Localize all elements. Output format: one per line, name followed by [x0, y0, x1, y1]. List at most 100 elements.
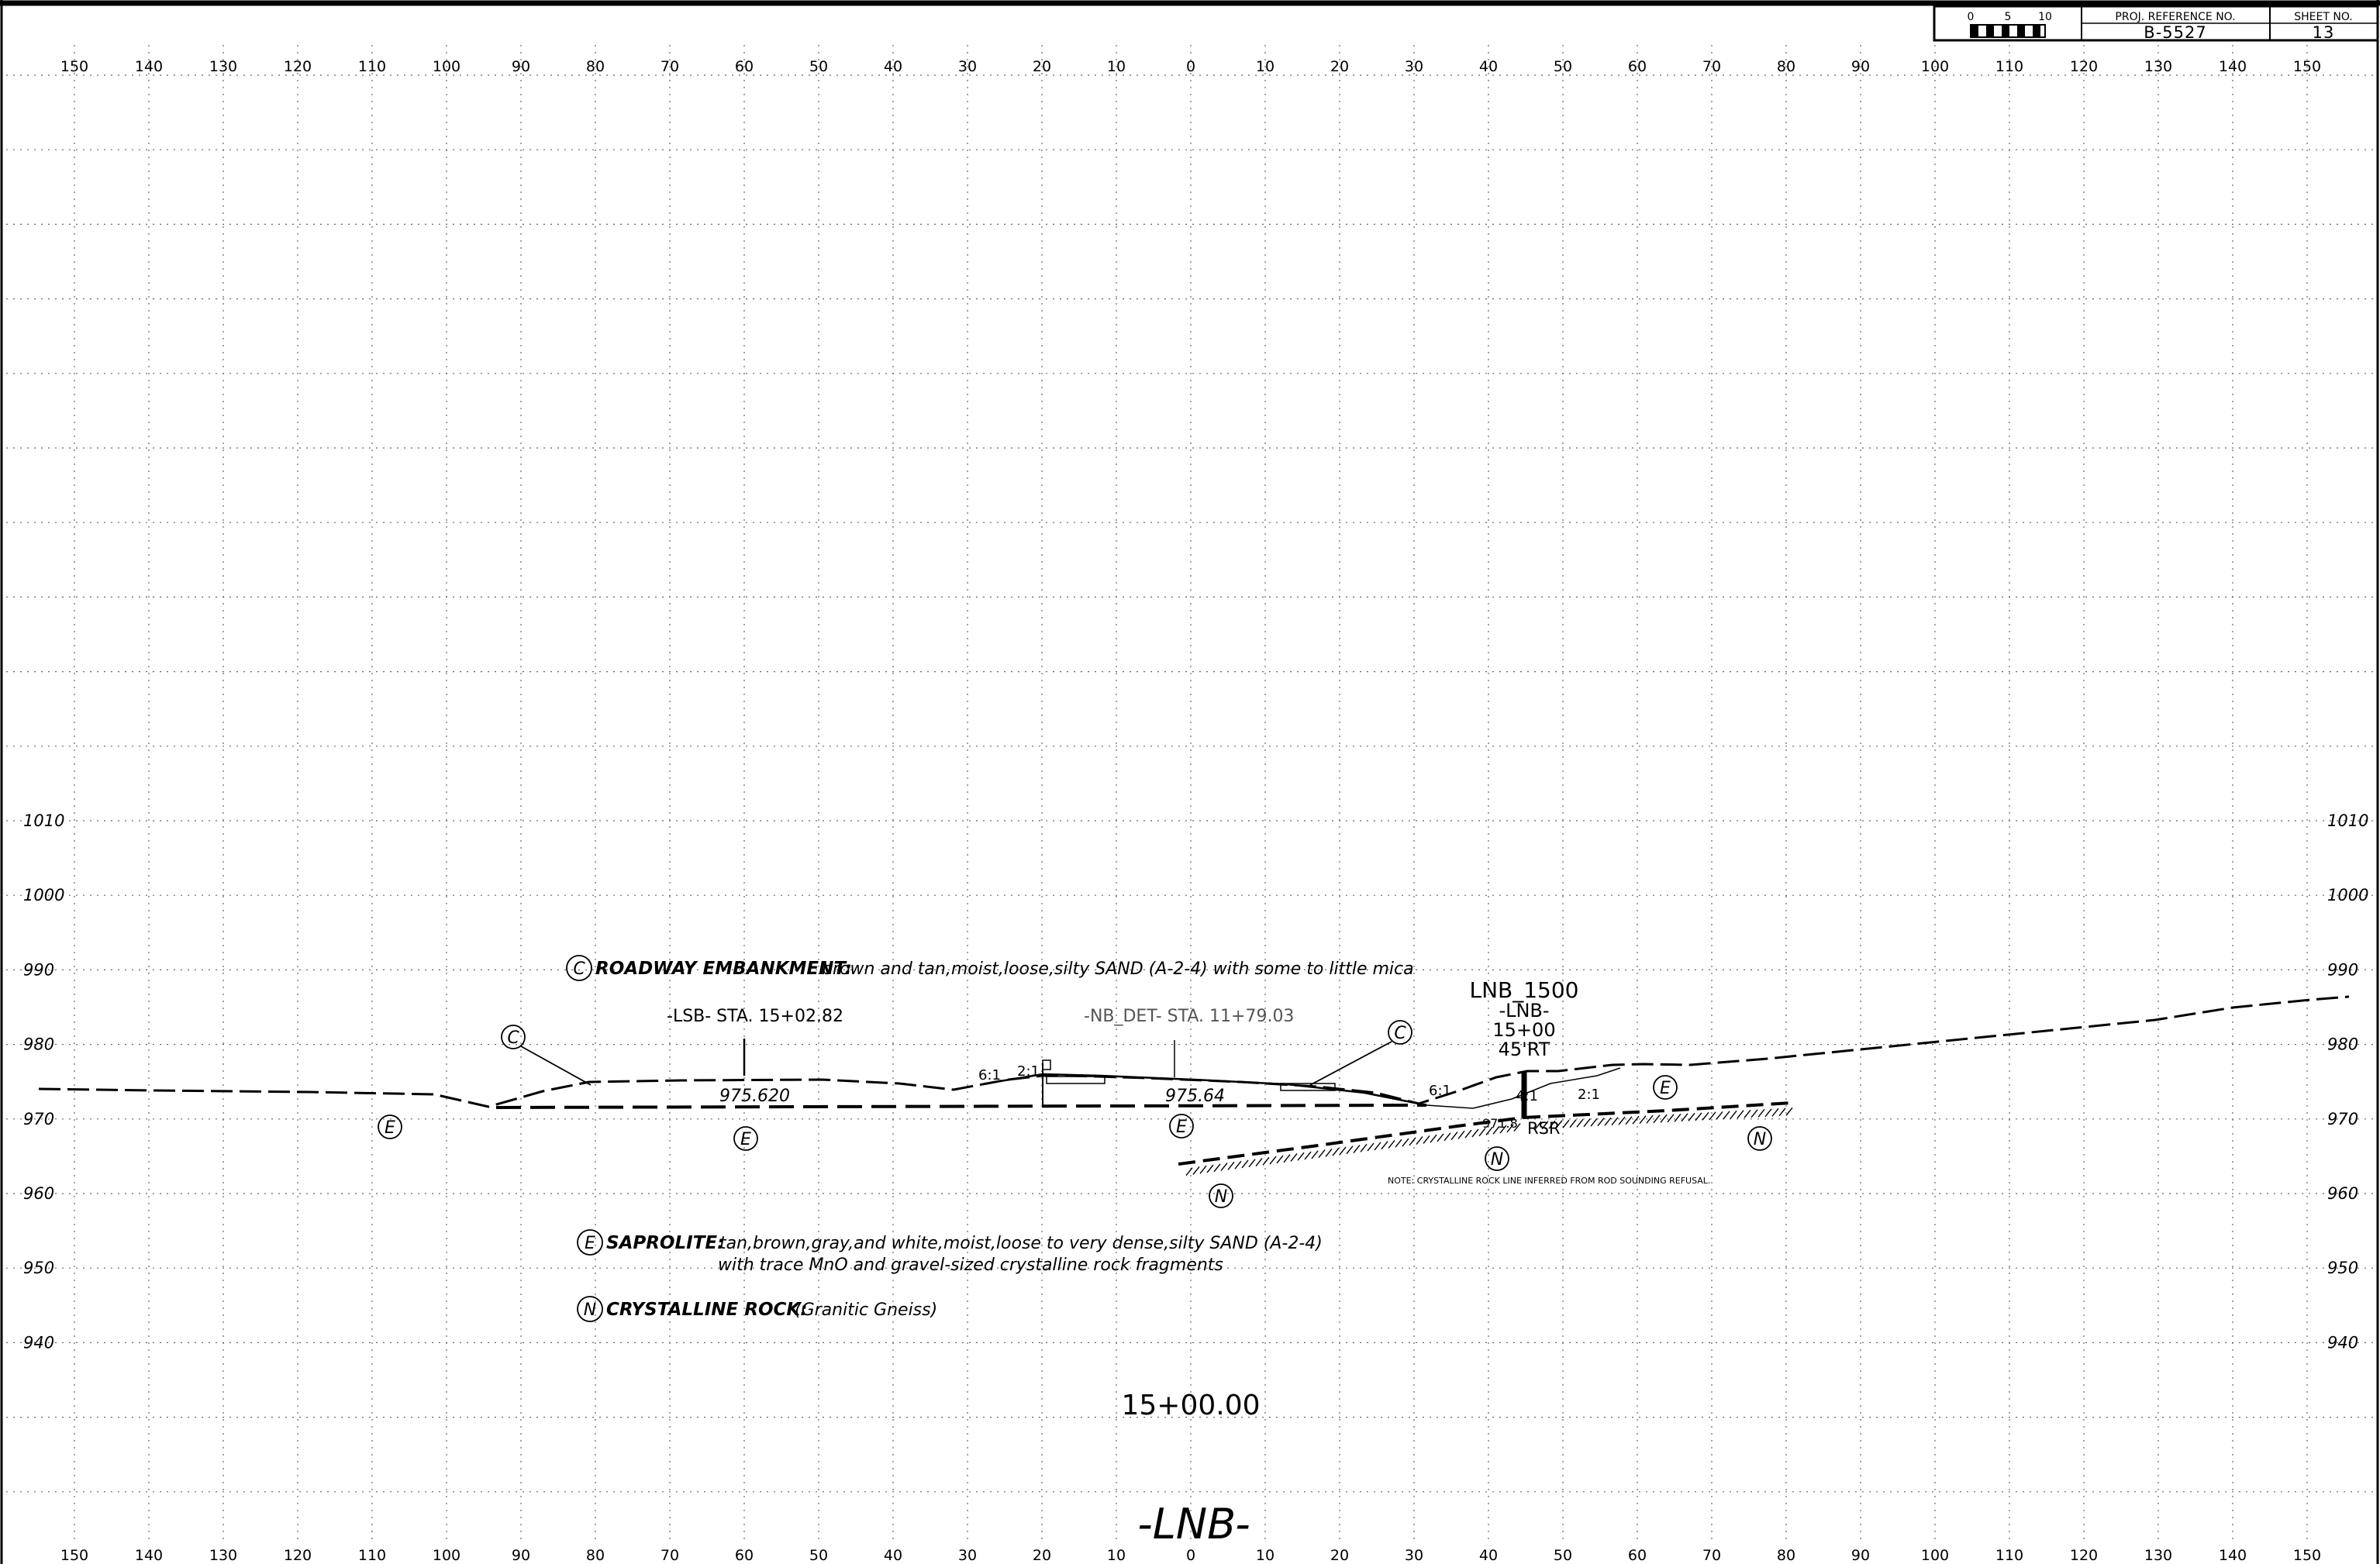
hatch-stroke — [1381, 1141, 1388, 1150]
unit-letter-e: E — [385, 1118, 395, 1138]
hatch-stroke — [1478, 1128, 1486, 1137]
offset-tick-label: 140 — [2219, 1547, 2247, 1564]
offset-tick-label: 20 — [1330, 58, 1349, 75]
offset-tick-label: 0 — [1186, 1547, 1195, 1564]
offset-tick-label: 100 — [1921, 58, 1949, 75]
slope-label: 6:1 — [1429, 1083, 1451, 1099]
proj-ref-header: PROJ. REFERENCE NO. — [2115, 11, 2235, 23]
offset-tick-label: 30 — [1405, 1547, 1423, 1564]
offset-tick-label: 40 — [1479, 58, 1498, 75]
legend: C ROADWAY EMBANKMENT: brown and tan,mois… — [566, 955, 1414, 1322]
unit-symbols — [378, 1020, 1772, 1208]
offset-tick-label: 70 — [1702, 58, 1721, 75]
hatch-stroke — [1492, 1125, 1500, 1135]
offset-tick-label: 40 — [884, 1547, 902, 1564]
hatch-stroke — [1618, 1116, 1626, 1125]
elevation-tick-label: 980 — [2327, 1035, 2358, 1054]
unit-letter-n: N — [1215, 1187, 1227, 1207]
elevation-tick-label: 990 — [2327, 960, 2358, 979]
elevation-tick-label: 940 — [23, 1333, 54, 1352]
hatch-stroke — [1625, 1116, 1633, 1125]
offset-tick-label: 100 — [433, 1547, 460, 1564]
hatch-stroke — [1374, 1142, 1381, 1151]
hatch-stroke — [1192, 1166, 1200, 1175]
hatch-stroke — [1499, 1125, 1507, 1134]
boring-offset: 45'RT — [1499, 1039, 1550, 1060]
offset-tick-label: 10 — [1107, 58, 1126, 75]
hatch-stroke — [1583, 1118, 1591, 1128]
hatch-stroke — [1667, 1114, 1675, 1123]
sign-panel — [1042, 1059, 1051, 1070]
boring-refusal-label: RSR — [1527, 1119, 1561, 1138]
sheet-no-header: SHEET NO. — [2294, 11, 2352, 23]
hatch-stroke — [1778, 1108, 1786, 1117]
alignment-label: -LNB- — [1137, 1500, 1250, 1548]
offset-tick-label: 80 — [1777, 1547, 1795, 1564]
hatch-stroke — [1674, 1113, 1682, 1122]
unit-symbol-e — [378, 1114, 402, 1139]
unit-symbol-c — [501, 1025, 526, 1049]
legend-letter-c: C — [573, 959, 585, 979]
elevation-tick-label: 960 — [23, 1184, 54, 1203]
hatch-stroke — [1213, 1163, 1221, 1173]
hatch-stroke — [1423, 1135, 1430, 1144]
offset-tick-label: 40 — [884, 58, 902, 75]
offset-tick-label: 60 — [1628, 58, 1647, 75]
legend-letter-n: N — [584, 1300, 596, 1320]
rock-line-note: NOTE: CRYSTALLINE ROCK LINE INFERRED FRO… — [1388, 1176, 1710, 1186]
scale-label-10: 10 — [2038, 11, 2052, 23]
boring-id: LNB_1500 — [1469, 977, 1578, 1003]
elevation-tick-label: 950 — [23, 1259, 54, 1277]
hatch-stroke — [1590, 1118, 1598, 1127]
hatch-stroke — [1569, 1119, 1577, 1128]
offset-tick-label: 60 — [735, 1547, 754, 1564]
unit-symbol-n — [1485, 1146, 1509, 1171]
ground-line — [38, 995, 2350, 1108]
hatch-stroke — [1639, 1115, 1647, 1125]
offset-tick-label: 130 — [2144, 1547, 2172, 1564]
hatch-stroke — [1450, 1132, 1458, 1140]
offset-tick-label: 80 — [586, 1547, 605, 1564]
offset-tick-label: 140 — [135, 58, 163, 75]
hatch-stroke — [1632, 1115, 1640, 1125]
barrier-left — [1046, 1076, 1105, 1084]
elevation-tick-label: 940 — [2327, 1333, 2358, 1352]
hatch-stroke — [1444, 1132, 1451, 1142]
offset-tick-label: 10 — [1107, 1547, 1126, 1564]
offset-axis-bottom: 150 140 130 120 110 100 90 80 70 60 50 40 30 20 10 0 10 2… — [60, 1547, 2321, 1564]
elevation-tick-label: 1000 — [23, 886, 64, 904]
offset-tick-label: 20 — [1033, 1547, 1051, 1564]
proposed-roadway — [999, 1059, 1621, 1109]
offset-tick-label: 120 — [284, 1547, 312, 1564]
offset-tick-label: 150 — [60, 1547, 88, 1564]
offset-tick-label: 60 — [1628, 1547, 1647, 1564]
hatch-stroke — [1555, 1120, 1563, 1129]
hatch-stroke — [1457, 1130, 1465, 1139]
hatch-stroke — [1709, 1111, 1716, 1121]
offset-tick-label: 90 — [1851, 58, 1870, 75]
hatch-stroke — [1541, 1121, 1549, 1130]
hatch-stroke — [1402, 1138, 1409, 1147]
offset-tick-label: 50 — [1554, 1547, 1572, 1564]
offset-tick-label: 20 — [1033, 58, 1051, 75]
offset-tick-label: 10 — [1256, 1547, 1275, 1564]
hatch-stroke — [1290, 1153, 1298, 1162]
offset-tick-label: 130 — [2144, 58, 2172, 75]
title-block: 0 5 10 PROJ. REFERENCE NO. B-5527 SHEET … — [1933, 5, 2379, 42]
hatch-stroke — [1227, 1161, 1235, 1170]
hatch-stroke — [1325, 1148, 1333, 1157]
offset-tick-label: 140 — [135, 1547, 163, 1564]
hatch-stroke — [1653, 1114, 1661, 1124]
legend-letter-e: E — [585, 1234, 595, 1253]
offset-tick-label: 110 — [358, 1547, 386, 1564]
offset-tick-label: 150 — [2293, 1547, 2321, 1564]
offset-tick-label: 110 — [1995, 58, 2023, 75]
hatch-stroke — [1185, 1167, 1193, 1176]
hatch-stroke — [1269, 1156, 1277, 1165]
offset-tick-label: 50 — [809, 1547, 828, 1564]
offset-tick-label: 120 — [2070, 58, 2098, 75]
offset-tick-label: 90 — [512, 58, 530, 75]
sheet-no-value: 13 — [2313, 23, 2335, 42]
elevation-tick-label: 1010 — [23, 811, 64, 830]
hatch-stroke — [1464, 1129, 1472, 1139]
